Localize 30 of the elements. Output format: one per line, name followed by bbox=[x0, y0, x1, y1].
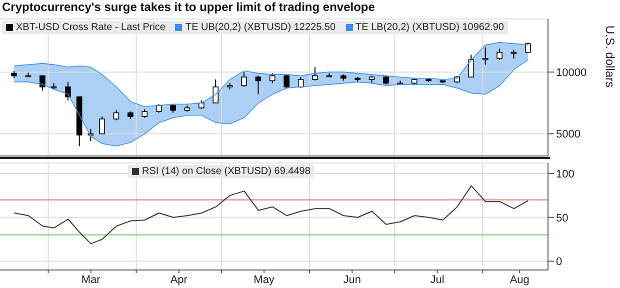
y-tick-label: 10000 bbox=[556, 66, 587, 79]
candlestick bbox=[298, 76, 304, 89]
candlestick bbox=[312, 66, 318, 82]
candlestick bbox=[270, 72, 276, 84]
x-tick-label: Jun bbox=[343, 274, 361, 286]
x-tick-label: Mar bbox=[81, 274, 101, 286]
candlestick bbox=[241, 72, 247, 88]
candlestick bbox=[99, 116, 105, 134]
chart-title: Cryptocurrency's surge takes it to upper limit of trading envelope bbox=[1, 0, 376, 15]
legend-label: TE LB(20,2) (XBTUSD) 10962.90 bbox=[356, 22, 504, 33]
legend-label: XBT-USD Cross Rate - Last Price bbox=[16, 22, 166, 33]
y-tick-label: 50 bbox=[556, 212, 568, 224]
legend-label: TE UB(20,2) (XBTUSD) 12225.50 bbox=[185, 22, 336, 33]
candlestick bbox=[284, 74, 290, 89]
candlestick bbox=[255, 75, 262, 95]
y-tick-label: 5000 bbox=[556, 128, 580, 141]
candlestick bbox=[113, 110, 120, 121]
x-tick-label: Jul bbox=[430, 274, 444, 286]
candlestick bbox=[212, 78, 219, 104]
y-tick-label: 100 bbox=[556, 168, 574, 180]
y-tick-label: 0 bbox=[556, 256, 562, 268]
candlestick bbox=[468, 54, 474, 78]
x-tick-label: Apr bbox=[170, 274, 188, 286]
candlestick bbox=[482, 46, 488, 66]
y-axis-title: U.S. dollars bbox=[602, 25, 617, 88]
candlestick bbox=[65, 81, 71, 101]
candlestick bbox=[496, 48, 502, 60]
legend-label: RSI (14) on Close (XBTUSD) 69.4498 bbox=[142, 166, 310, 177]
x-tick-label: Aug bbox=[510, 274, 530, 286]
x-tick-label: May bbox=[254, 274, 275, 286]
